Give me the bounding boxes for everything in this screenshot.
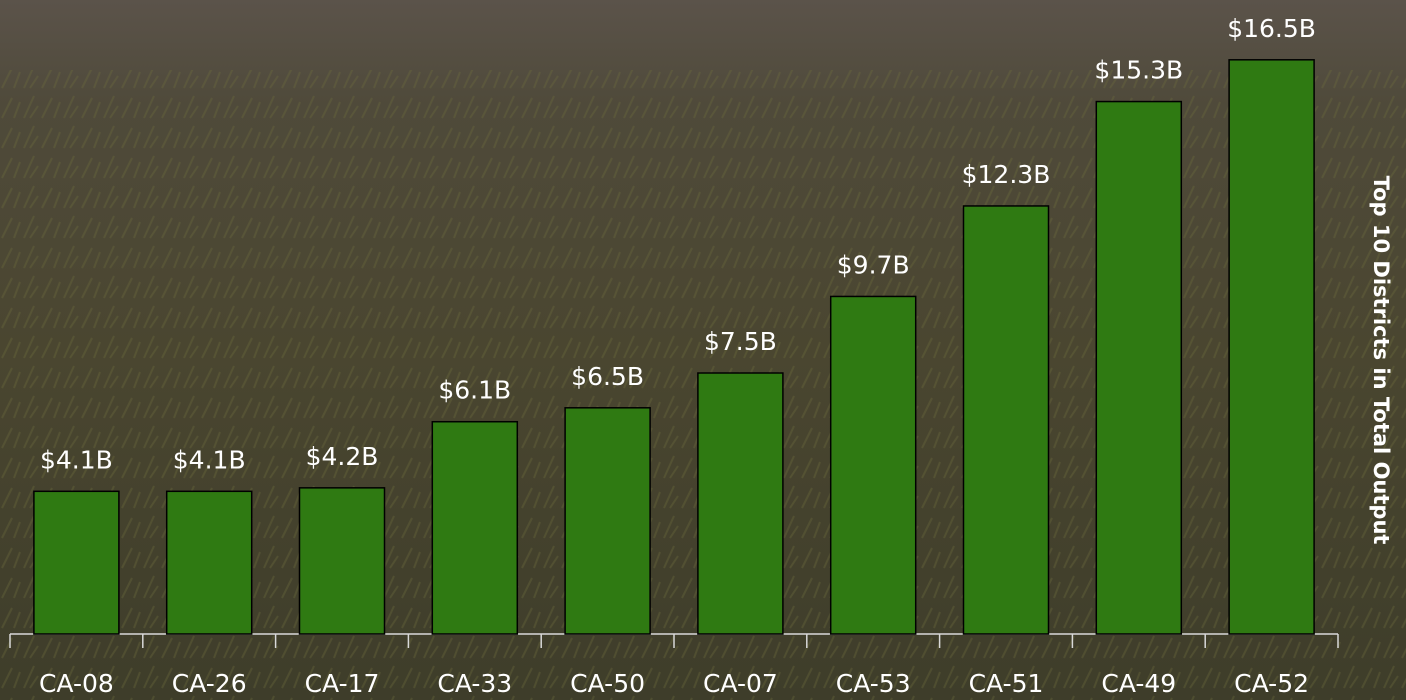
chart: Top 10 Districts in Total Output CA-08 $4… — [0, 0, 1406, 700]
value-label: $4.1B — [173, 445, 246, 474]
x-tick-label: CA-17 — [305, 669, 380, 698]
value-label: $7.5B — [704, 327, 777, 356]
value-label: $15.3B — [1094, 56, 1183, 85]
chart-title: Top 10 Districts in Total Output — [1369, 176, 1393, 545]
page: {"chart_data": {"type": "bar", "title": … — [0, 0, 1406, 700]
x-tick-label: CA-08 — [39, 669, 114, 698]
bar — [964, 206, 1049, 634]
x-tick-label: CA-33 — [437, 669, 512, 698]
bar — [167, 491, 252, 634]
value-label: $4.2B — [306, 442, 379, 471]
bar — [1229, 60, 1314, 634]
x-tick-label: CA-07 — [703, 669, 778, 698]
value-label: $6.1B — [438, 376, 511, 405]
bar — [300, 488, 385, 634]
x-tick-label: CA-49 — [1101, 669, 1176, 698]
value-label: $16.5B — [1227, 14, 1316, 43]
value-label: $4.1B — [40, 445, 113, 474]
bar — [698, 373, 783, 634]
bar — [1096, 102, 1181, 634]
value-label: $6.5B — [571, 362, 644, 391]
x-tick-label: CA-52 — [1234, 669, 1309, 698]
x-tick-label: CA-53 — [836, 669, 911, 698]
x-tick-label: CA-26 — [172, 669, 247, 698]
bar — [432, 422, 517, 634]
x-tick-label: CA-50 — [570, 669, 645, 698]
value-label: $12.3B — [962, 160, 1051, 189]
value-label: $9.7B — [837, 250, 910, 279]
x-tick-label: CA-51 — [969, 669, 1044, 698]
bar — [34, 491, 119, 634]
bar — [831, 296, 916, 634]
bar — [565, 408, 650, 634]
